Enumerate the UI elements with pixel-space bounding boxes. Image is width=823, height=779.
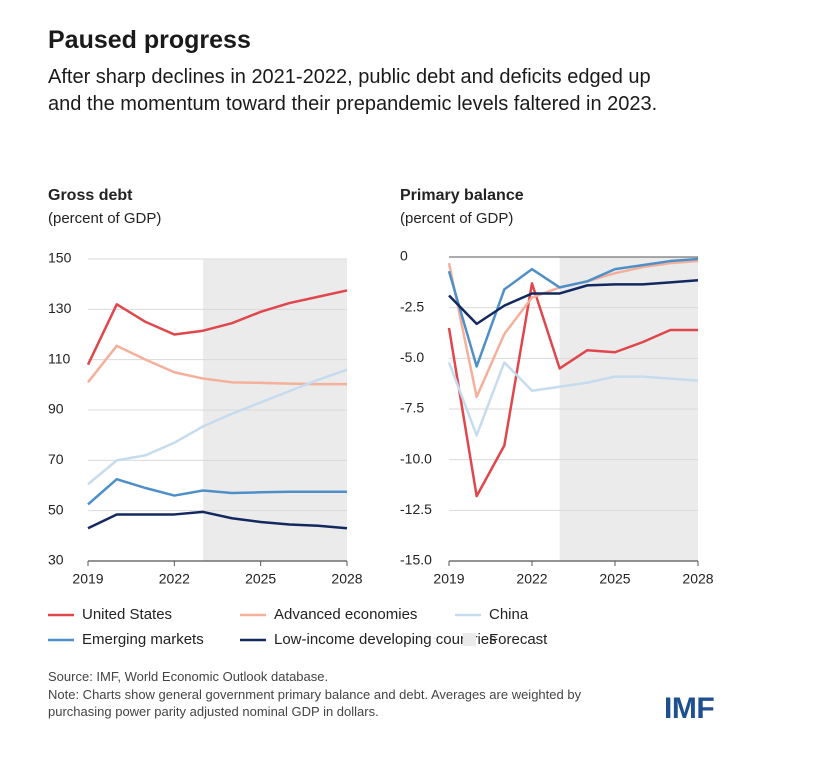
- logo: IMF: [664, 692, 715, 725]
- x-tick-label: 2025: [599, 571, 630, 587]
- legend-swatch: [463, 633, 476, 646]
- y-tick-label: 0: [400, 248, 408, 264]
- legend-label: United States: [82, 606, 172, 623]
- x-tick-label: 2028: [331, 571, 362, 587]
- y-tick-label: 150: [48, 250, 72, 266]
- series-line: China: [447, 361, 699, 437]
- series-line: Emerging markets: [87, 477, 347, 506]
- y-tick-label: 70: [48, 451, 64, 467]
- series-line: United States: [447, 282, 698, 498]
- series-line: Low-income developing countries: [87, 510, 348, 530]
- y-tick-label: -5.0: [400, 349, 424, 365]
- series-line: United States: [86, 289, 348, 366]
- subtitle: After sharp declines in 2021-2022, publi…: [48, 66, 658, 115]
- x-tick-label: 2019: [433, 571, 464, 587]
- y-tick-label: -10.0: [400, 450, 432, 466]
- chart-title: Gross debt: [48, 187, 133, 204]
- charts: Gross debt (percent of GDP) 30 50 70 90 110 130…: [48, 187, 714, 648]
- y-tick-label: -12.5: [400, 501, 432, 517]
- x-tick-label: 2028: [682, 571, 713, 587]
- series-line: Advanced economies: [87, 344, 347, 386]
- legend-label: China: [489, 606, 529, 623]
- y-tick-label: 110: [48, 350, 71, 366]
- y-tick-label: -15.0: [400, 552, 432, 568]
- y-tick-label: 50: [48, 501, 64, 517]
- series-line: China: [87, 368, 348, 486]
- series-line: Emerging markets: [447, 257, 699, 368]
- y-axis-label: (percent of GDP): [48, 210, 161, 227]
- legend-label: Low-income developing countries: [274, 631, 497, 648]
- y-tick-label: -2.5: [400, 298, 424, 314]
- x-tick-label: 2019: [72, 571, 103, 587]
- y-tick-label: 130: [48, 300, 72, 316]
- y-tick-label: -7.5: [400, 400, 424, 416]
- legend-label: Forecast: [489, 631, 548, 648]
- source: Source: IMF, World Economic Outlook data…: [48, 669, 329, 684]
- legend-label: Emerging markets: [82, 631, 204, 648]
- y-tick-label: 30: [48, 552, 64, 568]
- title: Paused progress: [48, 26, 251, 54]
- note: Note: Charts show general government pri…: [48, 687, 582, 719]
- y-axis-label: (percent of GDP): [400, 210, 513, 227]
- chart-title: Primary balance: [400, 187, 524, 204]
- series-line: Low-income developing countries: [448, 279, 699, 326]
- x-tick-label: 2022: [516, 571, 547, 587]
- x-tick-label: 2022: [159, 571, 190, 587]
- legend-label: Advanced economies: [274, 606, 417, 623]
- y-tick-label: 90: [48, 401, 64, 417]
- x-tick-label: 2025: [245, 571, 276, 587]
